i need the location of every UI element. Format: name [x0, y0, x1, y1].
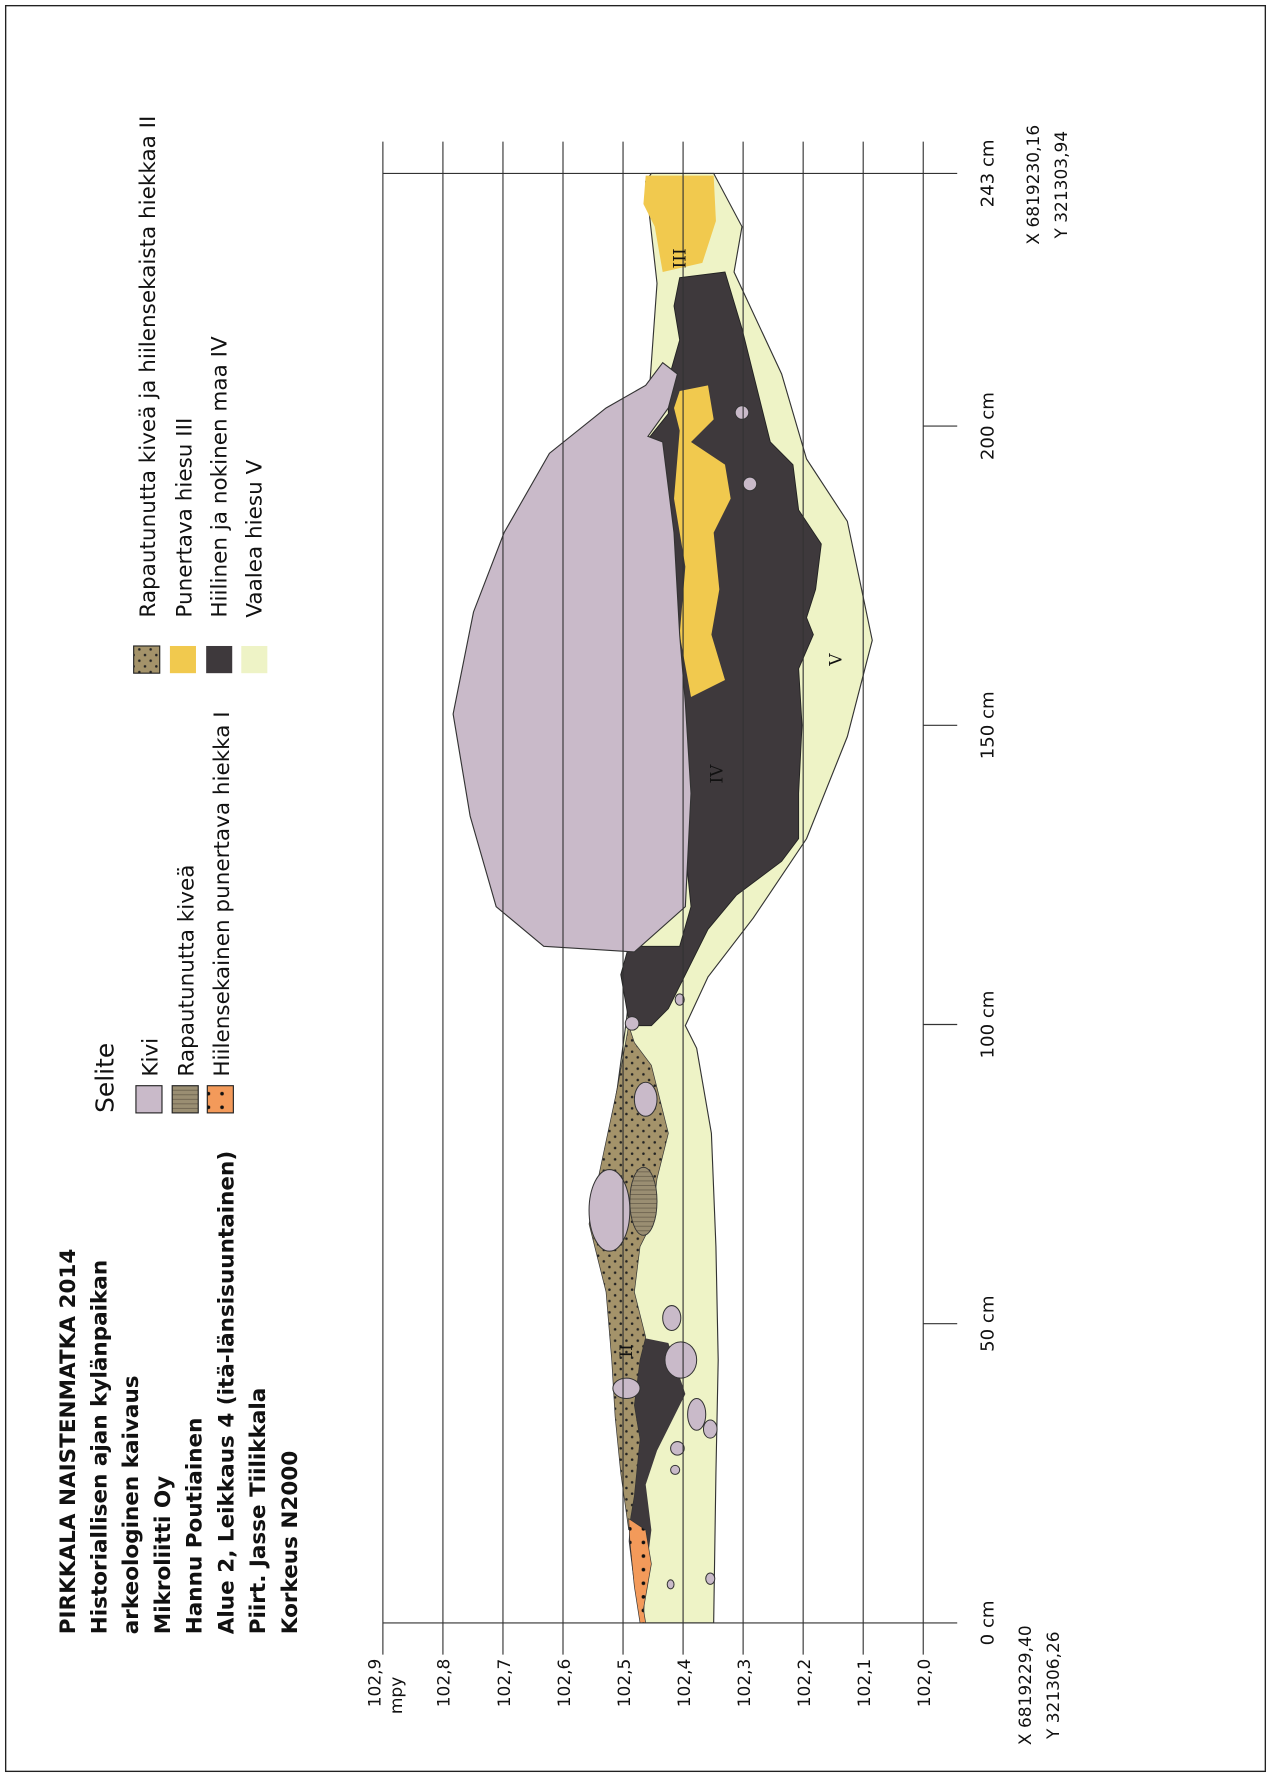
legend-label: Kivi — [138, 1038, 163, 1077]
distance-label: 0 cm — [977, 1600, 998, 1645]
legend-label: Hiilensekainen punertava hiekka I — [210, 711, 235, 1076]
layer-iii — [643, 175, 716, 272]
legend-swatch — [135, 1085, 163, 1114]
layer-label: V — [827, 653, 847, 667]
coordinate: Y 321303,94 — [1052, 131, 1072, 240]
layer-label: III — [670, 248, 690, 268]
stone — [670, 1464, 681, 1475]
elevation-label: 102,2 — [795, 1659, 815, 1708]
coordinate: Y 321306,26 — [1044, 1631, 1064, 1740]
legend-title: Selite — [90, 1043, 119, 1113]
stone — [624, 1016, 640, 1031]
elevation-label: 102,1 — [855, 1659, 875, 1708]
legend-swatch — [169, 645, 196, 674]
coordinate: X 6819230,16 — [1024, 125, 1044, 245]
distance-axis: 0 cm 50 cm 100 cm 150 cm 200 cm 243 cm — [977, 139, 998, 1645]
stone — [687, 1397, 707, 1431]
header-line: Hannu Poutiainen — [183, 1418, 208, 1635]
layer-iv-strip — [628, 1337, 686, 1587]
distance-label: 150 cm — [977, 691, 998, 759]
legend-swatch — [171, 1085, 199, 1114]
weathered-stone — [629, 1166, 658, 1236]
elevation-label: 102,7 — [495, 1659, 515, 1708]
distance-label: 100 cm — [977, 991, 998, 1059]
legend-swatch — [206, 1085, 234, 1114]
legend-label: Hiilinen ja nokinen maa IV — [208, 336, 233, 618]
header: PIRKKALA NAISTENMATKA 2014 Historiallise… — [56, 1151, 303, 1634]
stone — [670, 1441, 685, 1456]
elevation-label: 102,5 — [615, 1659, 635, 1708]
header-line: Historiallisen ajan kylänpaikan — [87, 1260, 112, 1634]
stone — [633, 1081, 658, 1117]
stone — [588, 1169, 631, 1252]
stone — [705, 1572, 716, 1585]
stone — [666, 1579, 675, 1590]
stone — [662, 1305, 682, 1332]
elevation-label: 102,6 — [555, 1659, 575, 1708]
legend-label: Vaalea hiesu V — [243, 459, 268, 617]
legend-swatch — [241, 645, 268, 674]
elevation-label: 102,0 — [915, 1659, 935, 1708]
stone — [452, 361, 692, 953]
distance-label: 50 cm — [977, 1295, 998, 1351]
layer-label: II — [617, 1344, 637, 1357]
legend-label: Rapautunutta kiveä ja hiilensekaista hie… — [136, 116, 161, 618]
stone — [702, 1419, 718, 1439]
header-line: Alue 2, Leikkaus 4 (itä-länsisuuntainen) — [214, 1151, 239, 1634]
header-line: arkeologinen kaivaus — [119, 1375, 144, 1634]
stone — [734, 405, 750, 420]
layer-ii — [588, 1025, 669, 1531]
elevation-label: 102,4 — [675, 1659, 695, 1708]
grid — [382, 141, 958, 1655]
layer-iii-inclusions — [674, 385, 731, 697]
sheet-content: II III IV V PIRKKALA NAISTENMATKA 2014 H… — [4, 4, 1267, 1773]
distance-label: 200 cm — [977, 392, 998, 460]
elevation-axis: 102,9 mpy 102,8 102,7 102,6 102,5 102,4 … — [366, 1659, 935, 1714]
header-line: Piirt. Jasse Tiilikkala — [246, 1388, 271, 1635]
stone — [742, 476, 758, 492]
layer-label: IV — [708, 764, 728, 784]
header-line: PIRKKALA NAISTENMATKA 2014 — [56, 1249, 81, 1635]
header-line: Korkeus N2000 — [278, 1451, 303, 1635]
elevation-label: 102,3 — [735, 1659, 755, 1708]
elevation-unit: mpy — [387, 1677, 407, 1714]
coordinates: X 6819229,40 Y 321306,26 X 6819230,16 Y … — [1016, 125, 1072, 1745]
small-stones — [588, 405, 758, 1590]
legend-swatch — [133, 645, 161, 674]
legend-label: Rapautunutta kiveä — [175, 865, 200, 1077]
stone — [664, 1341, 698, 1379]
stone — [612, 1377, 641, 1400]
legend: Selite Kivi Rapautunutta kiveä Hiilensek… — [90, 116, 268, 1114]
distance-label: 243 cm — [977, 139, 998, 207]
elevation-label: 102,9 — [366, 1659, 386, 1708]
legend-swatch — [206, 645, 233, 674]
header-line: Mikroliitti Oy — [151, 1476, 176, 1634]
stone — [674, 993, 685, 1006]
elevation-label: 102,8 — [435, 1659, 455, 1708]
legend-label: Punertava hiesu III — [172, 418, 197, 618]
coordinate: X 6819229,40 — [1016, 1625, 1036, 1745]
